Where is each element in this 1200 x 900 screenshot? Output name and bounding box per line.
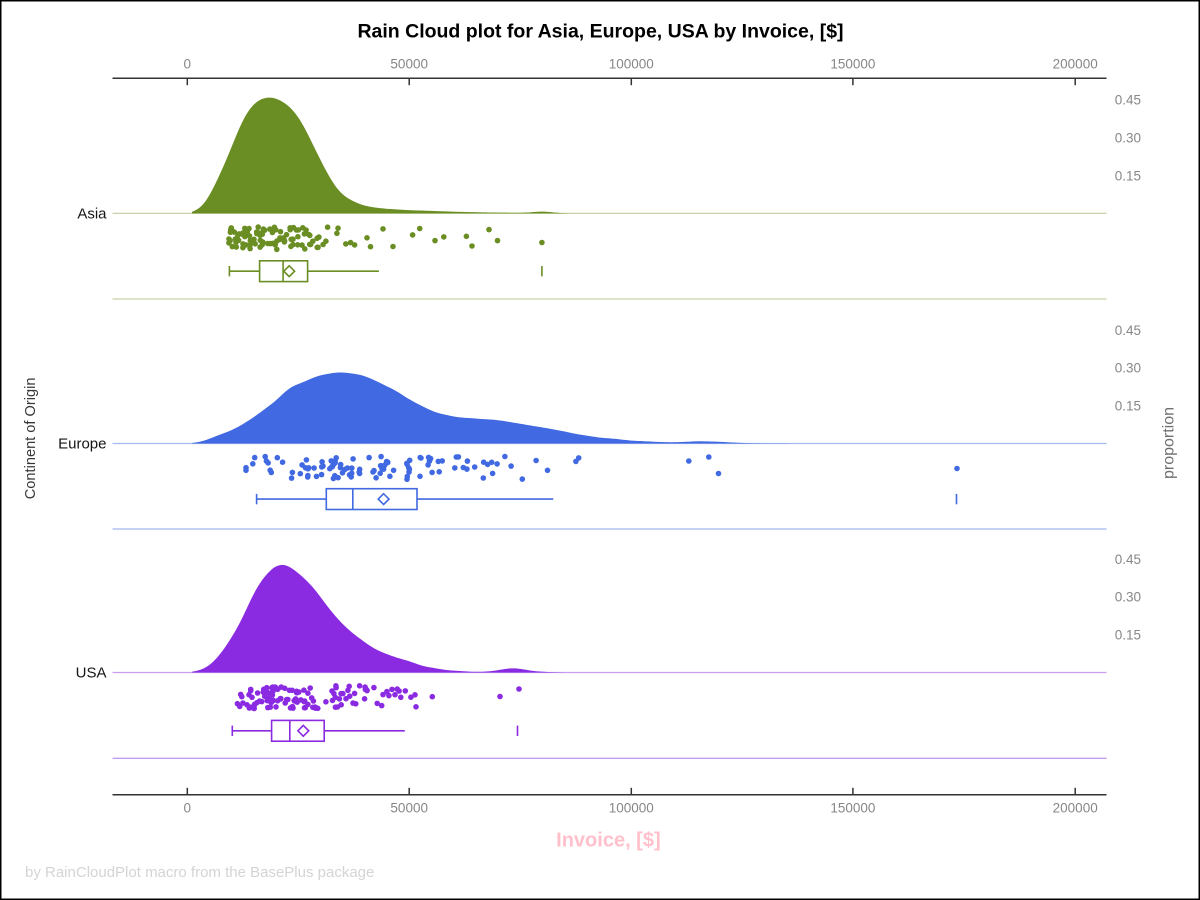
svg-text:USA: USA — [76, 665, 107, 682]
svg-text:0.30: 0.30 — [1115, 590, 1141, 605]
svg-text:100000: 100000 — [609, 57, 654, 72]
svg-text:0.30: 0.30 — [1115, 361, 1141, 376]
svg-text:50000: 50000 — [390, 57, 428, 72]
svg-text:0: 0 — [184, 57, 192, 72]
svg-text:0.15: 0.15 — [1115, 399, 1141, 414]
svg-text:200000: 200000 — [1053, 57, 1098, 72]
svg-text:0.45: 0.45 — [1115, 552, 1141, 567]
svg-text:Europe: Europe — [58, 436, 106, 453]
svg-text:0.45: 0.45 — [1115, 323, 1141, 338]
svg-text:0: 0 — [184, 800, 192, 815]
svg-text:50000: 50000 — [390, 800, 428, 815]
svg-text:Asia: Asia — [77, 206, 107, 223]
svg-text:by RainCloudPlot macro from th: by RainCloudPlot macro from the BasePlus… — [25, 864, 374, 881]
svg-text:0.30: 0.30 — [1115, 131, 1141, 146]
svg-text:Continent of Origin: Continent of Origin — [23, 378, 39, 500]
svg-text:0.15: 0.15 — [1115, 628, 1141, 643]
svg-text:Rain Cloud plot for Asia, Euro: Rain Cloud plot for Asia, Europe, USA by… — [357, 21, 843, 43]
svg-text:0.15: 0.15 — [1115, 168, 1141, 183]
svg-text:100000: 100000 — [609, 800, 654, 815]
svg-text:200000: 200000 — [1053, 800, 1098, 815]
svg-text:150000: 150000 — [830, 800, 875, 815]
svg-text:proportion: proportion — [1161, 407, 1178, 479]
svg-text:Invoice, [$]: Invoice, [$] — [556, 829, 660, 851]
svg-text:150000: 150000 — [830, 57, 875, 72]
svg-text:0.45: 0.45 — [1115, 93, 1141, 108]
